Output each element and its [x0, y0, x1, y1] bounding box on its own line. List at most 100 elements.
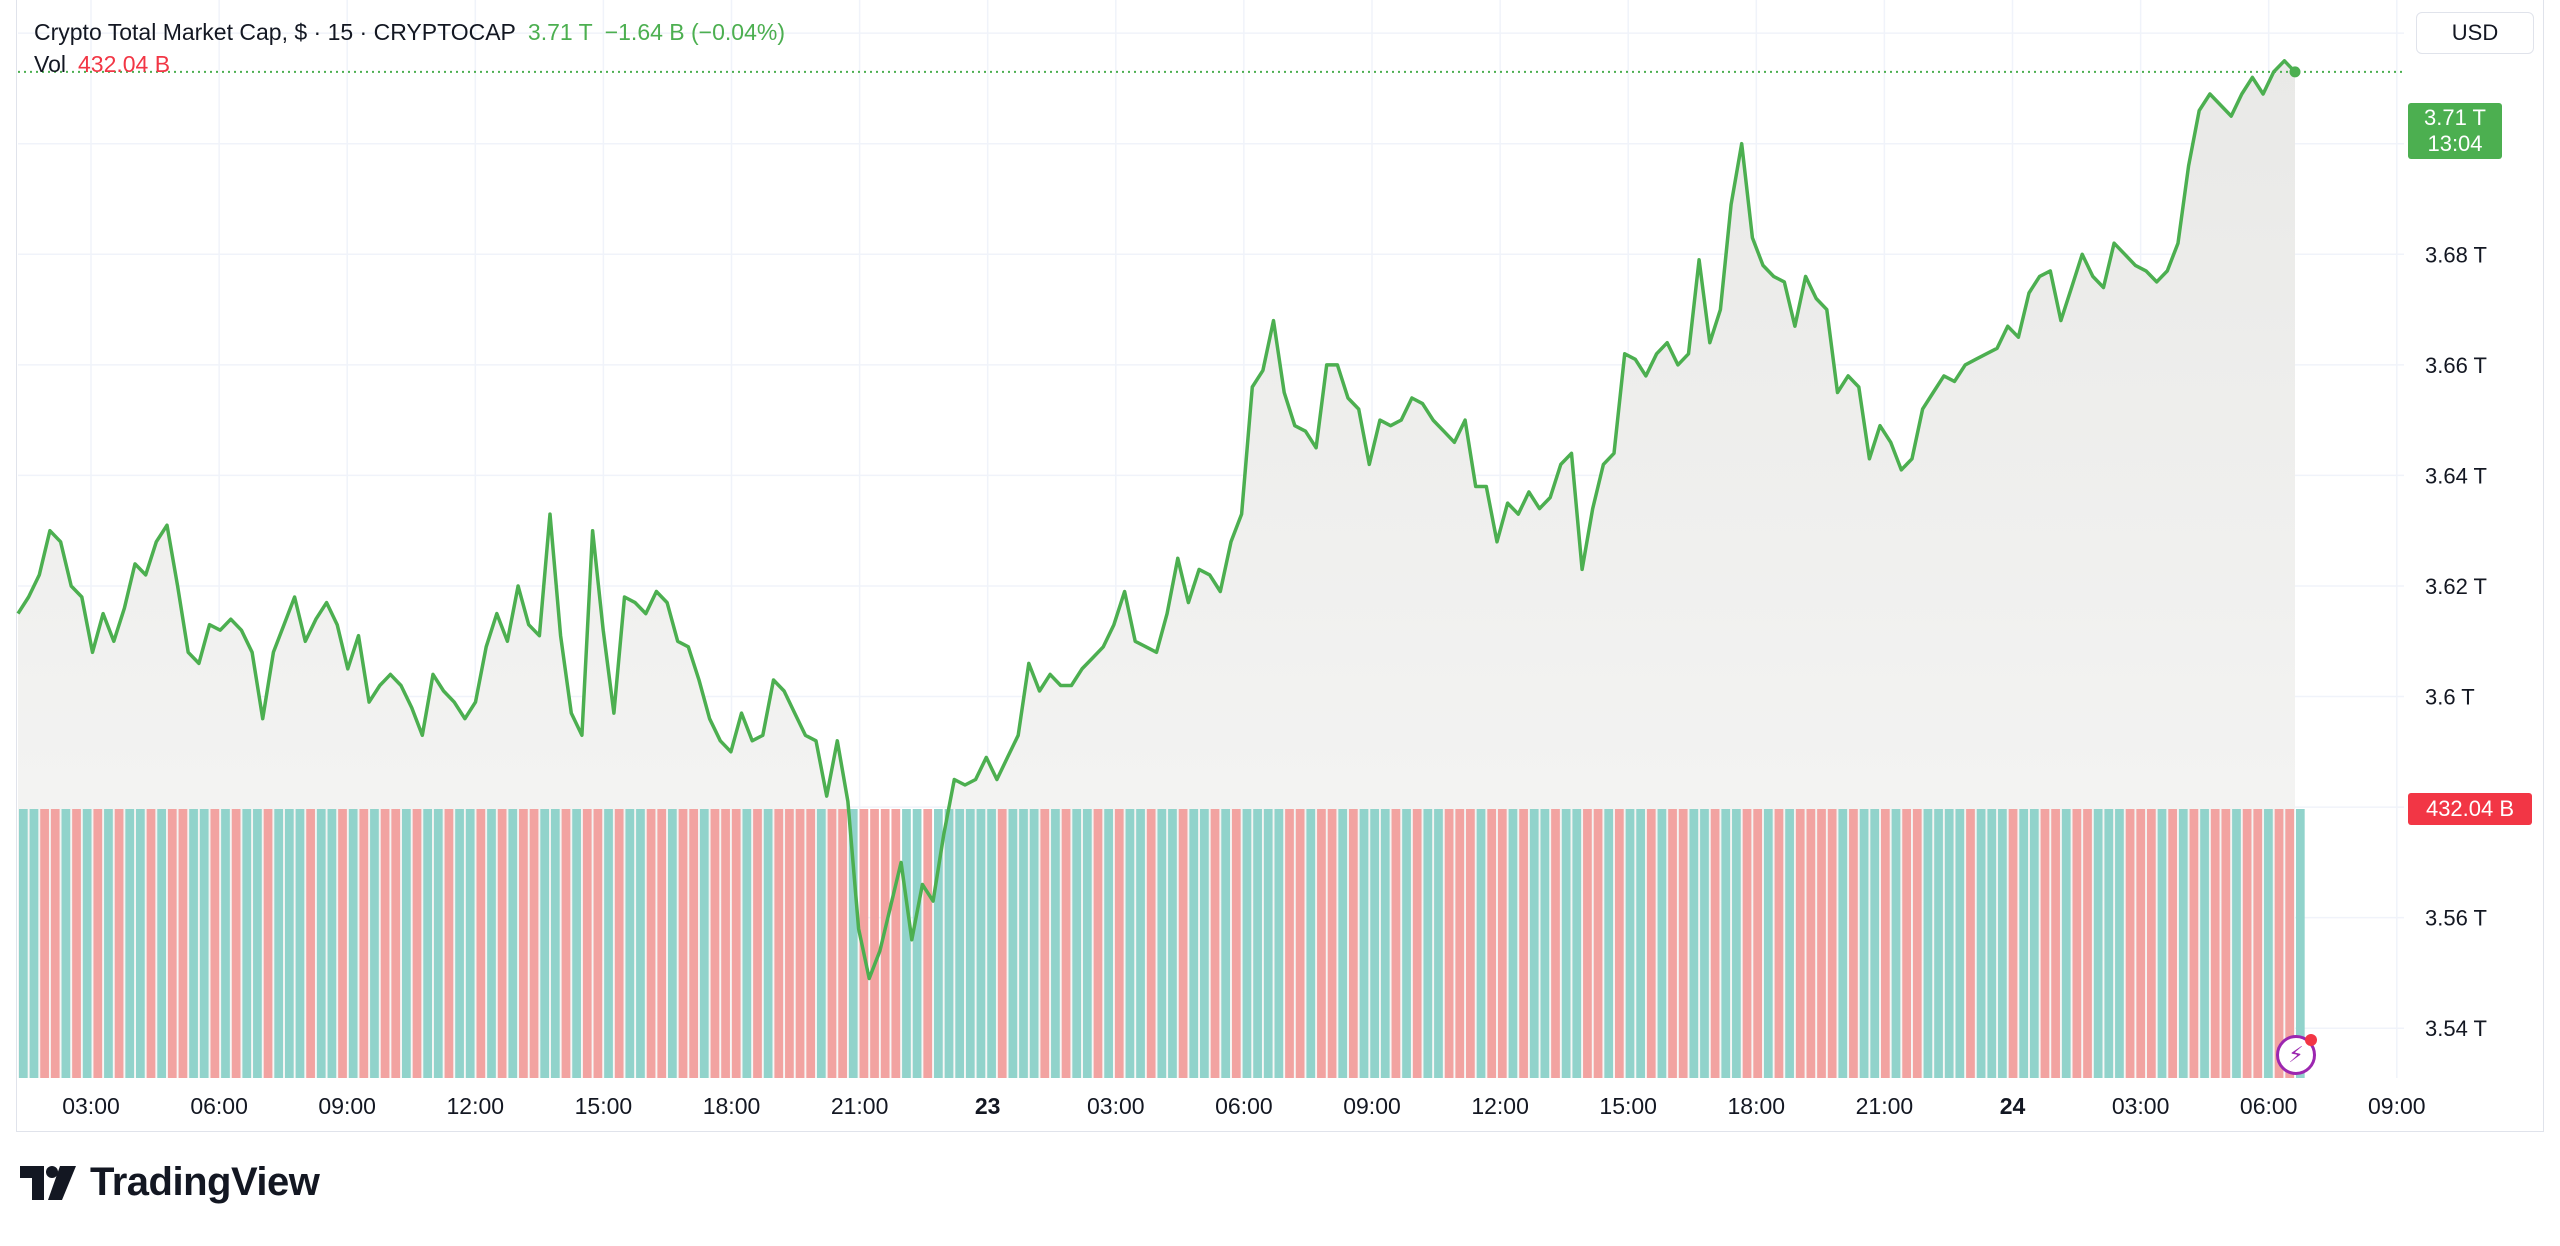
- volume-bar: [1838, 809, 1848, 1078]
- volume-bar: [1338, 809, 1348, 1078]
- volume-bar: [2146, 809, 2156, 1078]
- volume-bar: [231, 809, 241, 1078]
- volume-bar: [2178, 809, 2188, 1078]
- volume-bar: [2242, 809, 2252, 1078]
- volume-bar: [1114, 809, 1124, 1078]
- volume-bar: [1934, 809, 1943, 1078]
- volume-bar: [763, 809, 773, 1078]
- volume-bar: [2221, 809, 2231, 1078]
- volume-bar: [1157, 809, 1167, 1078]
- volume-bar: [1231, 809, 1241, 1078]
- volume-bar: [1497, 809, 1507, 1078]
- volume-bar: [1519, 809, 1528, 1078]
- volume-bar: [923, 809, 933, 1078]
- price-line: [16, 59, 2404, 981]
- volume-bar: [1944, 809, 1954, 1078]
- volume-bar: [689, 809, 699, 1078]
- volume-bar: [242, 809, 252, 1078]
- volume-bar: [1604, 809, 1614, 1078]
- volume-bar: [50, 809, 60, 1078]
- volume-bar: [1849, 809, 1858, 1078]
- volume-bar: [1785, 809, 1794, 1078]
- volume-bar: [146, 809, 156, 1078]
- brand-name: TradingView: [90, 1160, 320, 1204]
- tradingview-brand[interactable]: TradingView: [20, 1160, 320, 1205]
- last-price-dot: [2289, 66, 2301, 78]
- last-price-tag-value: 3.71 T: [2424, 105, 2486, 130]
- volume-bar: [1721, 809, 1731, 1078]
- volume-bar: [1295, 809, 1305, 1078]
- volume-bar: [1540, 809, 1550, 1078]
- x-tick-label: 06:00: [1215, 1093, 1273, 1119]
- volume-bar: [2253, 809, 2263, 1078]
- volume-bar: [1221, 809, 1231, 1078]
- volume-bar: [1412, 809, 1422, 1078]
- volume-bar: [1359, 809, 1369, 1078]
- chart-canvas[interactable]: 3.72 T3.7 T3.68 T3.66 T3.64 T3.62 T3.6 T…: [0, 0, 2560, 1132]
- bar-countdown: 13:04: [2427, 131, 2483, 156]
- volume-bar: [955, 809, 965, 1078]
- lightning-icon[interactable]: ⚡: [2276, 1034, 2317, 1075]
- legend-symbol-title[interactable]: Crypto Total Market Cap, $ · 15 · CRYPTO…: [34, 19, 516, 45]
- volume-bar: [1902, 809, 1911, 1078]
- volume-bar: [1753, 809, 1763, 1078]
- volume-bar: [348, 809, 358, 1078]
- volume-bar: [338, 809, 347, 1078]
- volume-bar: [1072, 809, 1082, 1078]
- x-tick-label: 09:00: [1343, 1093, 1401, 1119]
- volume-bar: [944, 809, 954, 1078]
- x-tick-label: 24: [2000, 1093, 2026, 1119]
- volume-bar: [295, 809, 305, 1078]
- volume-bar: [1827, 809, 1837, 1078]
- volume-bar: [1976, 809, 1986, 1078]
- volume-bar: [625, 809, 635, 1078]
- volume-bar: [125, 809, 135, 1078]
- chart-frame: [16, 0, 2544, 1132]
- legend-change: −1.64 B (−0.04%): [604, 19, 785, 45]
- time-axis[interactable]: 03:00 06:00 09:00 12:00 15:00 18:00 21:00 23 03:…: [62, 1093, 2425, 1119]
- volume-bar: [1051, 809, 1060, 1078]
- volume-bar: [785, 809, 794, 1078]
- volume-bar: [1870, 809, 1880, 1078]
- volume-bar: [1636, 809, 1645, 1078]
- volume-bar: [1348, 809, 1358, 1078]
- volume-bar: [465, 809, 475, 1078]
- volume-bar: [529, 809, 539, 1078]
- y-tick-label: 3.54 T: [2425, 1016, 2487, 1041]
- volume-bar: [827, 809, 837, 1078]
- volume-bar: [2285, 809, 2295, 1078]
- volume-bar: [1987, 809, 1997, 1078]
- x-tick-label: 06:00: [2240, 1093, 2298, 1119]
- volume-bar: [455, 809, 464, 1078]
- volume-bar: [93, 809, 103, 1078]
- price-axis[interactable]: 3.72 T3.7 T3.68 T3.66 T3.64 T3.62 T3.6 T…: [2425, 21, 2487, 1041]
- x-tick-label: 06:00: [190, 1093, 248, 1119]
- legend-volume-label[interactable]: Vol: [34, 51, 66, 77]
- volume-bar: [742, 809, 752, 1078]
- chart-legend: Crypto Total Market Cap, $ · 15 · CRYPTO…: [34, 16, 785, 80]
- volume-bar: [1125, 809, 1135, 1078]
- volume-bar: [1912, 809, 1922, 1078]
- volume-bar: [2295, 809, 2305, 1078]
- volume-bar: [1657, 809, 1667, 1078]
- volume-bar: [370, 809, 379, 1078]
- volume-bar: [178, 809, 188, 1078]
- volume-bar: [1200, 809, 1209, 1078]
- volume-bar: [1763, 809, 1773, 1078]
- volume-bar: [2061, 809, 2071, 1078]
- volume-bar: [859, 809, 869, 1078]
- volume-bar: [2115, 809, 2124, 1078]
- volume-bar: [870, 809, 879, 1078]
- volume-bar: [1434, 809, 1443, 1078]
- volume-bar: [880, 809, 890, 1078]
- volume-bar: [1646, 809, 1656, 1078]
- volume-bar: [668, 809, 677, 1078]
- volume-bar: [412, 809, 422, 1078]
- volume-bar: [1817, 809, 1826, 1078]
- volume-bar: [1178, 809, 1188, 1078]
- currency-button[interactable]: USD: [2416, 12, 2534, 54]
- volume-bar: [1955, 809, 1965, 1078]
- volume-bar: [1742, 809, 1752, 1078]
- volume-bar: [1210, 809, 1220, 1078]
- volume-bar: [1029, 809, 1039, 1078]
